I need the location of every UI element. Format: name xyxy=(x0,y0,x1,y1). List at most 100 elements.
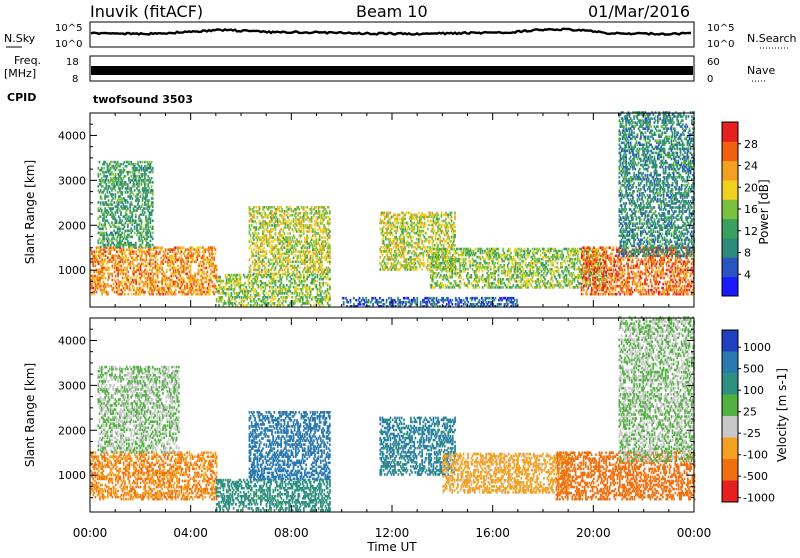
echo-cell xyxy=(263,206,265,209)
echo-cell xyxy=(203,263,205,266)
echo-cell xyxy=(269,296,271,299)
echo-cell xyxy=(161,246,163,249)
echo-cell xyxy=(426,238,428,241)
echo-cell xyxy=(98,261,100,264)
echo-cell xyxy=(277,276,279,279)
echo-cell xyxy=(96,291,98,294)
echo-cell xyxy=(438,218,440,221)
echo-cell xyxy=(458,258,460,261)
echo-cell xyxy=(152,181,154,184)
echo-cell xyxy=(129,171,131,174)
echo-cell xyxy=(412,236,414,239)
echo-cell xyxy=(437,244,439,247)
freq-tick-high: 18 xyxy=(66,57,79,68)
echo-cell xyxy=(276,290,278,293)
echo-cell xyxy=(99,222,101,225)
echo-cell xyxy=(429,212,431,215)
echo-cell xyxy=(329,230,331,233)
echo-cell xyxy=(287,224,289,227)
echo-cell xyxy=(478,286,480,289)
echo-cell xyxy=(478,276,480,279)
echo-cell xyxy=(322,304,324,307)
echo-cell xyxy=(329,244,331,247)
echo-cell xyxy=(445,248,447,251)
echo-cell xyxy=(434,244,436,247)
echo-cell xyxy=(152,244,154,247)
echo-cell xyxy=(160,257,162,260)
echo-cell xyxy=(112,234,114,237)
echo-cell xyxy=(284,232,286,235)
echo-cell xyxy=(451,236,453,239)
echo-cell xyxy=(108,267,110,270)
echo-cell xyxy=(460,282,462,285)
nsky-label: N.Sky xyxy=(4,32,36,45)
echo-cell xyxy=(311,206,313,209)
echo-cell xyxy=(123,273,125,276)
echo-cell xyxy=(102,185,104,188)
echo-cell xyxy=(441,244,443,247)
echo-cell xyxy=(100,215,102,218)
echo-cell xyxy=(433,240,435,243)
echo-cell xyxy=(133,250,135,253)
echo-cell xyxy=(404,246,406,249)
echo-cell xyxy=(252,261,254,264)
echo-cell xyxy=(225,292,227,295)
echo-cell xyxy=(327,212,329,215)
echo-cell xyxy=(105,259,107,262)
echo-cell xyxy=(261,269,263,272)
echo-cell xyxy=(141,271,143,274)
echo-cell xyxy=(106,183,108,186)
echo-cell xyxy=(306,246,308,249)
echo-cell xyxy=(249,286,251,289)
echo-cell xyxy=(451,258,453,261)
echo-cell xyxy=(319,234,321,237)
echo-cell xyxy=(112,173,114,176)
echo-cell xyxy=(310,304,312,307)
beam-title: Beam 10 xyxy=(356,2,428,21)
echo-cell xyxy=(115,173,117,176)
echo-cell xyxy=(303,224,305,227)
echo-cell xyxy=(260,248,262,251)
echo-cell xyxy=(92,287,94,290)
echo-cell xyxy=(288,218,290,221)
echo-cell xyxy=(451,270,453,273)
echo-cell xyxy=(136,175,138,178)
echo-cell xyxy=(240,274,242,277)
echo-cell xyxy=(433,258,435,261)
echo-cell xyxy=(166,269,168,272)
echo-cell xyxy=(301,234,303,237)
echo-cell xyxy=(169,269,171,272)
echo-cell xyxy=(392,234,394,237)
echo-cell xyxy=(287,294,289,297)
echo-cell xyxy=(210,289,212,292)
echo-cell xyxy=(292,292,294,295)
echo-cell xyxy=(161,267,163,270)
echo-cell xyxy=(383,240,385,243)
echo-cell xyxy=(260,222,262,225)
echo-cell xyxy=(126,213,128,216)
echo-cell xyxy=(100,283,102,286)
echo-cell xyxy=(209,252,211,255)
echo-cell xyxy=(250,208,252,211)
echo-cell xyxy=(152,197,154,200)
echo-cell xyxy=(109,240,111,243)
echo-cell xyxy=(276,244,278,247)
echo-cell xyxy=(159,271,161,274)
echo-cell xyxy=(383,226,385,229)
echo-cell xyxy=(429,240,431,243)
echo-cell xyxy=(259,271,261,274)
echo-cell xyxy=(175,289,177,292)
echo-cell xyxy=(106,246,108,249)
echo-cell xyxy=(112,273,114,276)
echo-cell xyxy=(215,252,217,255)
echo-cell xyxy=(442,258,444,261)
echo-cell xyxy=(101,197,103,200)
echo-cell xyxy=(316,284,318,287)
echo-cell xyxy=(152,232,154,235)
echo-cell xyxy=(266,234,268,237)
echo-cell xyxy=(289,259,291,262)
echo-cell xyxy=(407,222,409,225)
echo-cell xyxy=(416,266,418,269)
echo-cell xyxy=(177,265,179,268)
